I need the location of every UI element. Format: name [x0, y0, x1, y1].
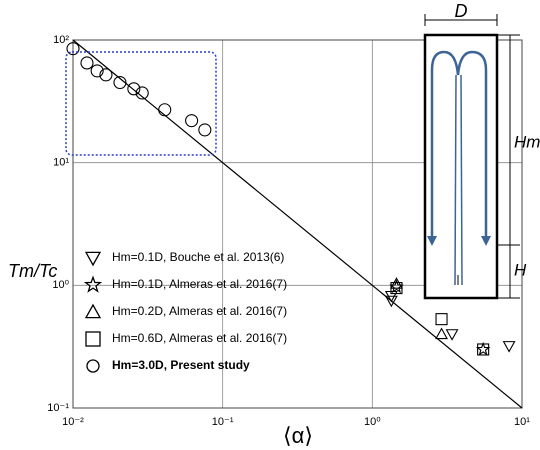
legend-marker — [85, 331, 101, 347]
marker — [80, 56, 94, 70]
marker — [127, 82, 141, 96]
x-tick-label: 10⁻¹ — [212, 416, 234, 428]
plot-area: 10⁻² 10⁻¹ 10⁰ 10¹ 10⁻¹ 10⁰ 10¹ 10² — [47, 34, 530, 428]
y-tick-label: 10¹ — [53, 157, 69, 169]
marker — [445, 329, 459, 341]
marker — [158, 103, 172, 117]
marker — [66, 42, 80, 56]
marker — [90, 64, 104, 78]
legend-marker — [84, 303, 102, 319]
legend-label: Hm=0.1D, Bouche et al. 2013(6) — [112, 250, 284, 264]
marker — [390, 277, 403, 289]
x-tick-label: 10⁻² — [62, 416, 84, 428]
marker — [477, 343, 490, 356]
legend-label: Hm=3.0D, Present study — [112, 358, 250, 372]
legend-marker — [84, 251, 102, 267]
y-tick-label: 10⁻¹ — [47, 402, 69, 414]
legend-label: Hm=0.6D, Almeras et al. 2016(7) — [112, 331, 287, 345]
flow-core — [454, 74, 463, 286]
marker — [99, 68, 113, 82]
marker — [198, 123, 212, 137]
marker — [435, 327, 448, 340]
x-tick-label: 10¹ — [514, 416, 530, 428]
diagram-label: D — [455, 1, 468, 21]
flow-arrows — [427, 236, 491, 246]
highlight-box — [65, 51, 217, 156]
marker — [435, 313, 448, 326]
marker — [185, 114, 199, 128]
legend-label: Hm=0.1D, Almeras et al. 2016(7) — [112, 277, 287, 291]
marker — [475, 341, 491, 356]
y-axis-label: Tm/Tc — [8, 261, 57, 281]
marker — [113, 75, 127, 90]
x-axis-label: ⟨α⟩ — [283, 423, 313, 448]
flow-loop — [430, 50, 488, 240]
legend-marker — [83, 275, 103, 293]
fit-line — [72, 39, 523, 409]
legend-marker — [86, 359, 100, 373]
marker — [502, 341, 516, 353]
y-tick-label: 10² — [53, 34, 69, 46]
legend: Hm=0.1D, Bouche et al. 2013(6) Hm=0.1D, A… — [83, 250, 287, 373]
inset-diagram: D Hm H — [423, 1, 540, 300]
diagram-label: Hm — [514, 132, 540, 151]
legend-label: Hm=0.2D, Almeras et al. 2016(7) — [112, 304, 287, 318]
marker — [390, 282, 403, 295]
x-tick-label: 10⁰ — [364, 416, 381, 428]
marker — [135, 86, 149, 100]
marker — [384, 295, 398, 308]
plot-frame — [72, 39, 523, 409]
y-tick-label: 10⁰ — [52, 279, 69, 291]
diagram-label: H — [514, 260, 527, 279]
